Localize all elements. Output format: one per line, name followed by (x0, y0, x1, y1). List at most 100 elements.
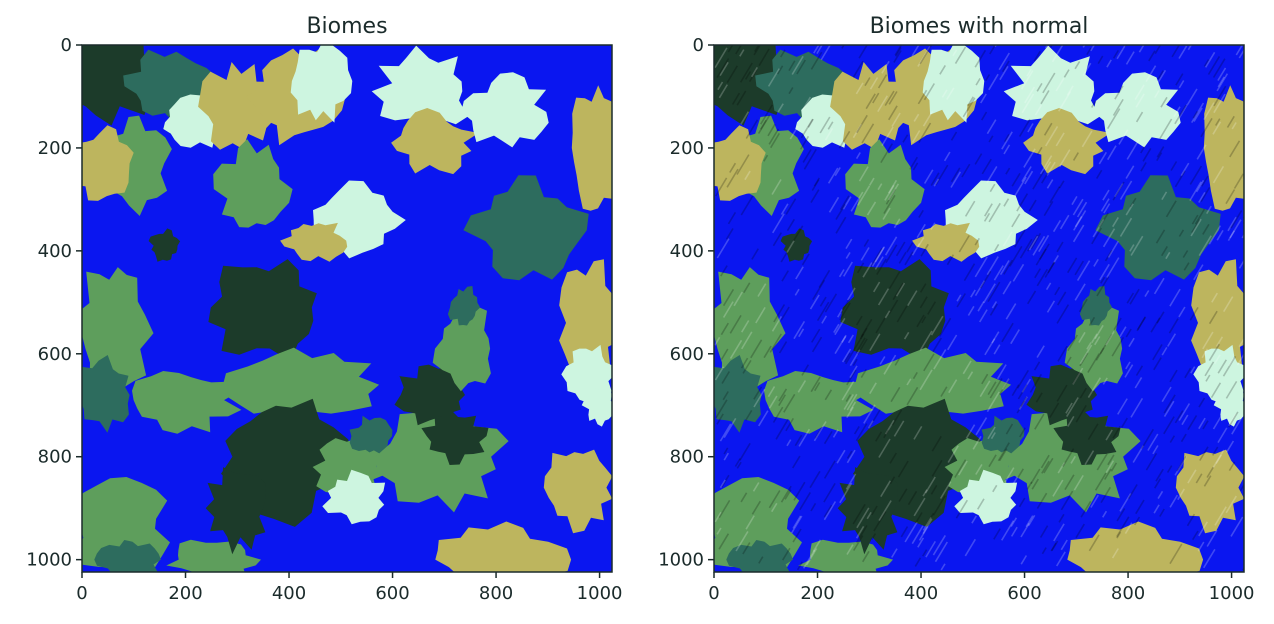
normal-shading-stroke (1207, 55, 1221, 75)
normal-shading-stroke (1198, 417, 1206, 430)
normal-shading-stroke (1180, 433, 1187, 443)
normal-shading-stroke (715, 177, 728, 197)
normal-shading-stroke (798, 428, 811, 447)
normal-shading-stroke (751, 500, 761, 515)
normal-shading-stroke (802, 149, 812, 163)
normal-shading-stroke (1217, 359, 1227, 374)
normal-shading-stroke (1058, 180, 1065, 189)
normal-shading-stroke (1152, 445, 1159, 455)
normal-shading-stroke (795, 266, 804, 280)
normal-shading-stroke (1035, 392, 1043, 403)
normal-shading-stroke (1161, 191, 1168, 201)
normal-shading-stroke (919, 330, 933, 351)
normal-shading-stroke (1182, 250, 1189, 258)
normal-shading-stroke (723, 417, 737, 439)
normal-shading-stroke (1176, 455, 1187, 472)
normal-shading-stroke (1059, 214, 1070, 230)
biome-region (1175, 449, 1244, 534)
normal-shading-stroke (1119, 493, 1132, 512)
normal-shading-stroke (1050, 542, 1057, 552)
normal-shading-stroke (1129, 197, 1137, 208)
normal-shading-stroke (877, 95, 888, 113)
normal-shading-stroke (880, 143, 893, 164)
normal-shading-stroke (823, 482, 836, 503)
biome-region (280, 222, 348, 262)
normal-shading-stroke (823, 430, 833, 445)
normal-shading-stroke (1230, 209, 1243, 229)
normal-shading-stroke (997, 442, 1010, 462)
panel-title: Biomes with normal (870, 14, 1089, 39)
normal-shading-stroke (1002, 280, 1012, 295)
normal-shading-stroke (1192, 45, 1194, 46)
normal-shading-stroke (891, 548, 898, 558)
normal-shading-stroke (1118, 129, 1129, 145)
normal-shading-stroke (1138, 45, 1145, 53)
normal-shading-stroke (989, 183, 996, 193)
normal-shading-stroke (863, 239, 870, 247)
normal-shading-stroke (1193, 107, 1203, 122)
normal-shading-stroke (735, 530, 749, 552)
normal-shading-stroke (778, 388, 788, 402)
normal-shading-stroke (1072, 367, 1084, 385)
normal-shading-stroke (947, 334, 958, 351)
normal-shading-stroke (979, 309, 988, 323)
normal-shading-stroke (716, 527, 722, 535)
normal-shading-stroke (792, 528, 802, 543)
normal-shading-stroke (721, 474, 730, 488)
normal-shading-stroke (1177, 488, 1185, 501)
normal-shading-stroke (833, 323, 840, 334)
normal-shading-stroke (844, 352, 851, 363)
normal-shading-stroke (1010, 526, 1018, 537)
normal-shading-stroke (1045, 125, 1059, 147)
normal-shading-stroke (1018, 396, 1028, 411)
x-tick-label: 400 (904, 583, 938, 604)
biome-region (764, 371, 874, 434)
normal-shading-stroke (1147, 433, 1159, 451)
biome-region (148, 228, 181, 262)
normal-shading-stroke (849, 365, 858, 379)
normal-shading-stroke (1084, 450, 1095, 466)
normal-shading-stroke (869, 333, 881, 352)
normal-shading-stroke (1202, 420, 1209, 430)
normal-shading-stroke (1225, 189, 1236, 205)
normal-shading-stroke (1080, 500, 1092, 518)
normal-shading-stroke (1225, 380, 1238, 399)
normal-shading-stroke (1174, 410, 1184, 424)
normal-shading-stroke (800, 118, 814, 139)
normal-shading-stroke (876, 258, 887, 276)
normal-shading-stroke (1169, 288, 1181, 307)
normal-shading-stroke (742, 542, 751, 555)
normal-shading-stroke (1106, 59, 1112, 68)
normal-shading-stroke (875, 317, 886, 334)
normal-shading-stroke (1075, 523, 1085, 539)
normal-shading-stroke (950, 167, 961, 183)
normal-shading-stroke (1017, 468, 1024, 478)
normal-shading-stroke (758, 556, 764, 564)
normal-shading-stroke (846, 544, 854, 555)
normal-shading-stroke (1074, 260, 1084, 276)
normal-shading-stroke (1098, 151, 1107, 165)
normal-shading-stroke (852, 123, 863, 139)
normal-shading-stroke (727, 45, 734, 53)
normal-shading-stroke (720, 348, 729, 361)
normal-shading-stroke (1036, 492, 1048, 509)
normal-shading-stroke (864, 77, 871, 87)
normal-shading-stroke (843, 261, 853, 277)
normal-shading-stroke (1028, 235, 1039, 251)
normal-shading-stroke (782, 547, 791, 561)
normal-shading-stroke (1198, 521, 1208, 537)
normal-shading-stroke (939, 64, 946, 75)
normal-shading-stroke (1100, 198, 1110, 212)
biome-region (837, 467, 898, 555)
normal-shading-stroke (723, 452, 729, 461)
normal-shading-stroke (998, 448, 1008, 462)
normal-shading-stroke (979, 270, 992, 289)
normal-shading-stroke (1055, 132, 1065, 147)
normal-shading-stroke (847, 334, 854, 344)
normal-shading-stroke (856, 114, 868, 134)
normal-shading-stroke (996, 364, 1007, 380)
normal-shading-stroke (813, 177, 820, 187)
normal-shading-stroke (975, 463, 983, 475)
normal-shading-stroke (811, 336, 823, 353)
biome-region (82, 125, 134, 201)
